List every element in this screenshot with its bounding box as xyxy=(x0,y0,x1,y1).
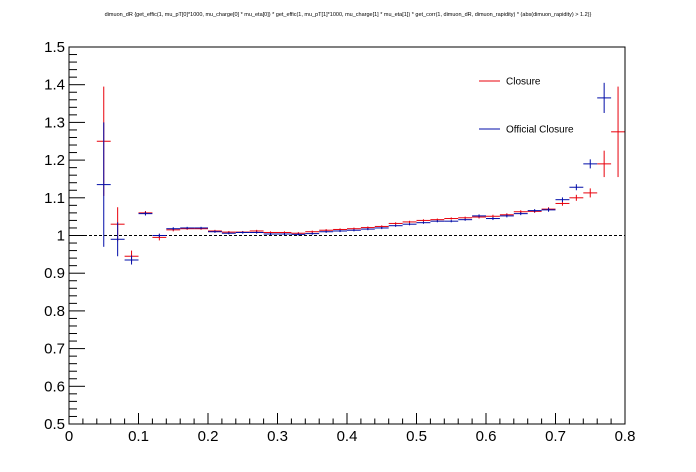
data-point xyxy=(96,122,111,247)
data-point xyxy=(319,230,334,233)
data-point xyxy=(583,188,598,198)
legend: Closure Official Closure xyxy=(479,77,574,136)
y-tick-label: 0.9 xyxy=(44,265,65,282)
data-point xyxy=(472,214,486,218)
data-point xyxy=(416,219,431,222)
data-point xyxy=(249,231,264,234)
data-point xyxy=(110,222,125,257)
y-tick-label: 0.5 xyxy=(44,416,65,433)
data-point xyxy=(569,194,584,201)
x-tick-label: 0.6 xyxy=(476,428,497,445)
data-point xyxy=(333,229,347,233)
data-point xyxy=(263,232,278,236)
data-point xyxy=(305,232,320,235)
data-point xyxy=(458,218,473,221)
data-point xyxy=(444,220,459,223)
data-point xyxy=(541,207,556,212)
y-tick-label: 1.1 xyxy=(44,190,65,207)
data-point xyxy=(360,227,375,231)
x-tick-label: 0.4 xyxy=(337,428,358,445)
x-tick-label: 0.3 xyxy=(267,428,288,445)
data-point xyxy=(180,226,195,230)
data-point xyxy=(513,212,528,216)
x-tick-label: 0.1 xyxy=(128,428,149,445)
y-tick-label: 0.8 xyxy=(44,303,65,320)
data-point xyxy=(402,223,417,226)
data-point xyxy=(152,233,167,238)
data-point xyxy=(402,220,417,224)
data-point xyxy=(388,224,403,227)
data-point xyxy=(291,233,306,236)
data-point xyxy=(347,229,361,232)
data-point xyxy=(166,227,181,231)
series-official-closure xyxy=(96,82,612,265)
x-tick-label: 0.5 xyxy=(406,428,427,445)
y-tick-label: 0.7 xyxy=(44,341,65,358)
data-point xyxy=(388,222,403,225)
x-tick-label: 0.2 xyxy=(198,428,219,445)
data-point xyxy=(499,214,514,218)
data-point xyxy=(444,217,459,220)
data-point xyxy=(486,217,500,221)
x-tick-label: 0.7 xyxy=(545,428,566,445)
data-point xyxy=(221,232,236,235)
y-tick-label: 1.2 xyxy=(44,152,65,169)
axis-layer: 0 0.1 0.2 0.3 0.4 0.5 0.6 0.7 0.8 0.5 0.6 0.7 0.8 0.9… xyxy=(44,39,635,445)
data-point xyxy=(583,159,598,169)
y-tick-label: 1.3 xyxy=(44,114,65,131)
data-point xyxy=(416,221,431,224)
data-point xyxy=(235,231,250,234)
y-tick-label: 1.5 xyxy=(44,39,65,56)
data-point xyxy=(555,197,570,202)
data-point xyxy=(138,211,153,216)
legend-entry: Closure xyxy=(479,77,541,88)
data-point xyxy=(569,184,584,191)
legend-entry: Official Closure xyxy=(479,125,574,136)
data-point xyxy=(597,82,612,113)
y-tick-label: 1.4 xyxy=(44,77,65,94)
data-point xyxy=(611,86,625,178)
data-point xyxy=(527,209,542,213)
chart-title: dimuon_dR {get_effic(1, mu_pT[0]*1000, m… xyxy=(105,12,592,18)
y-tick-label: 1 xyxy=(57,228,65,245)
data-point xyxy=(597,150,612,178)
data-point xyxy=(208,230,222,233)
data-point xyxy=(374,226,389,230)
legend-label: Official Closure xyxy=(506,125,574,136)
x-tick-label: 0.8 xyxy=(615,428,636,445)
legend-label: Closure xyxy=(506,77,541,88)
x-tick-label: 0 xyxy=(65,428,73,445)
series-layer xyxy=(96,82,625,265)
data-point xyxy=(277,232,292,236)
data-point xyxy=(194,226,208,230)
data-point xyxy=(124,255,139,265)
y-tick-label: 0.6 xyxy=(44,378,65,395)
data-point xyxy=(430,220,445,223)
